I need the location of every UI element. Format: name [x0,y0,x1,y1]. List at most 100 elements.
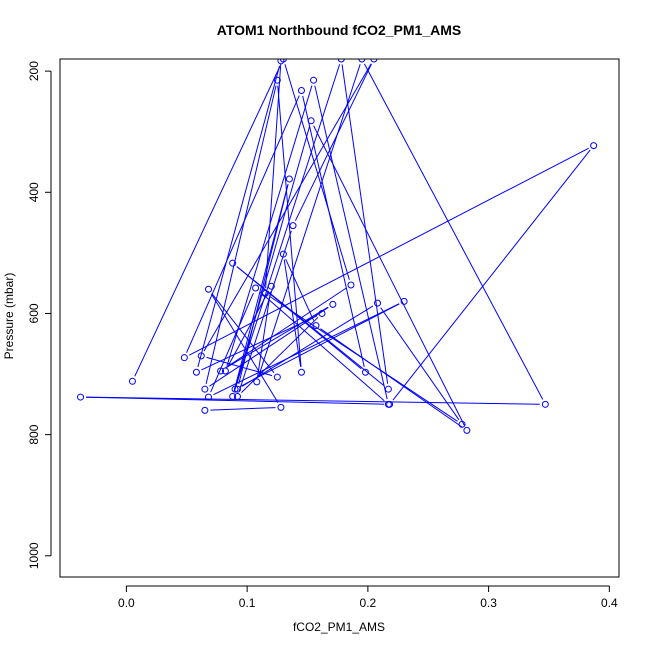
x-tick-label: 0.4 [601,596,618,610]
data-point [310,76,318,84]
data-point [370,59,378,63]
data-point [205,285,213,293]
data-point [347,281,355,289]
data-point [277,59,285,65]
series-segment [238,230,292,392]
data-point [337,59,345,63]
series-segment [233,64,341,392]
data-point [279,59,287,63]
series-segment [189,147,589,356]
series-segment [209,306,329,387]
data-point [400,297,408,305]
data-point [463,426,471,434]
series-segment [224,287,347,369]
data-point [318,309,326,317]
plot-frame [59,58,620,578]
series-segment [239,303,400,388]
data-point [297,87,305,95]
series-segment [302,95,365,367]
axes-layer: 0.0 0.1 0.2 0.3 0.4 200 400 600 800 1000 [27,61,618,610]
data-point [374,299,382,307]
series-segment [241,305,374,387]
data-point [285,175,293,183]
data-point [279,250,287,258]
x-axis-label: fCO2_PM1_AMS [293,620,385,634]
series-segment [285,258,315,321]
data-point [233,392,241,400]
data-point [384,400,392,408]
series-segment [283,259,302,367]
data-point [267,282,275,290]
data-point [252,284,260,292]
data-point [197,352,205,360]
series-segment [225,306,329,369]
series-segment [233,184,289,392]
series-segment [363,63,544,400]
series-segment [259,291,385,402]
data-point [273,76,281,84]
series-segment [210,407,276,411]
data-point [253,378,261,386]
series-segment [257,291,271,377]
data-point [192,368,200,376]
series-segment [213,303,400,396]
series-segment [314,85,388,400]
series-segment [210,292,254,393]
series-segment [380,307,460,421]
data-point [261,289,269,297]
data-point [297,368,305,376]
data-point [307,117,315,125]
data-point [229,259,237,267]
series-segment [236,266,362,370]
chart-title: ATOM1 Northbound fCO2_PM1_AMS [217,22,462,38]
series-segment [134,63,282,377]
data-point [361,368,369,376]
series-segment [205,85,277,384]
data-point [273,373,281,381]
data-point [590,142,598,150]
data-point [221,367,229,375]
data-point [180,354,188,362]
series-segment [186,95,300,353]
data-point [201,406,209,414]
data-point [231,385,239,393]
y-axis-label: Pressure (mbar) [2,273,16,360]
data-point [217,367,225,375]
y-tick-label: 1000 [27,542,41,569]
data-point [312,322,320,330]
series-segment [226,85,313,366]
y-tick-label: 200 [27,61,41,81]
data-point [128,377,136,385]
data-point [358,59,366,63]
data-point [229,392,237,400]
series-segment [294,63,372,221]
data-point [77,393,85,401]
series-segment [313,125,465,426]
series-segment [236,125,311,385]
series-segment [227,290,270,367]
series-segment [284,64,350,280]
y-tick-label: 600 [27,303,41,323]
series-segment [197,65,280,368]
data-point [277,403,285,411]
series-segment [258,64,361,377]
x-tick-label: 0.0 [118,596,135,610]
series-layer [86,63,591,428]
series-segment [320,328,463,428]
data-point [201,385,209,393]
series-segment [265,66,282,289]
data-point [541,400,549,408]
data-point [289,222,297,230]
x-tick-label: 0.3 [480,596,497,610]
series-segment [341,64,389,384]
y-tick-label: 800 [27,424,41,444]
data-point [205,393,213,401]
series-segment [86,396,540,405]
y-tick-label: 400 [27,182,41,202]
x-tick-label: 0.2 [360,596,377,610]
data-point [458,420,466,428]
x-tick-label: 0.1 [239,596,256,610]
data-point [329,300,337,308]
